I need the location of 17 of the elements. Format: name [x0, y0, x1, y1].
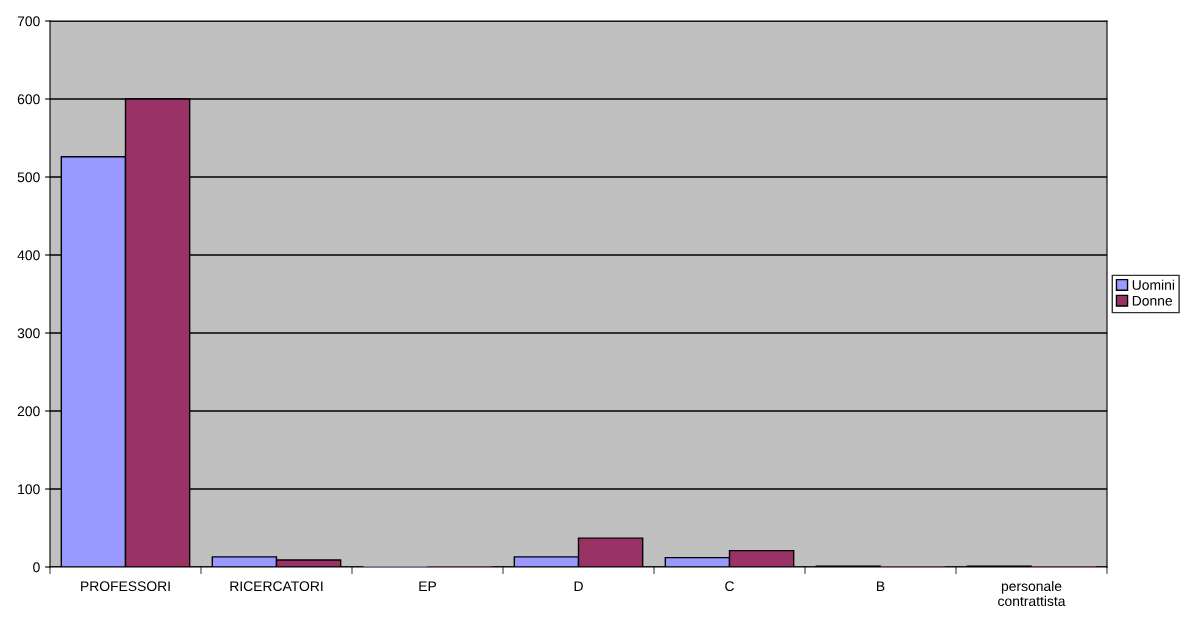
x-tick-label: B — [877, 581, 885, 591]
x-tick-label: C — [725, 581, 734, 592]
x-tick-label: PROFESSORI — [81, 581, 170, 592]
x-tick-label: EP — [419, 581, 437, 591]
y-tick-label: 300 — [17, 328, 40, 339]
y-tick-label: 600 — [17, 94, 40, 105]
y-tick-label: 200 — [17, 406, 40, 417]
y-tick-label: 400 — [17, 250, 40, 261]
y-tick-label: 100 — [18, 484, 40, 495]
y-tick-label: 700 — [17, 16, 40, 27]
legend-label: Donne — [1132, 295, 1173, 306]
x-tick-label: D — [574, 581, 583, 591]
y-tick-label: 500 — [17, 172, 40, 183]
x-tick-label: personale contrattista — [998, 580, 1066, 607]
y-tick-label: 0 — [33, 562, 40, 573]
x-tick-label: RICERCATORI — [230, 581, 323, 592]
legend-label: Uomini — [1132, 279, 1175, 290]
